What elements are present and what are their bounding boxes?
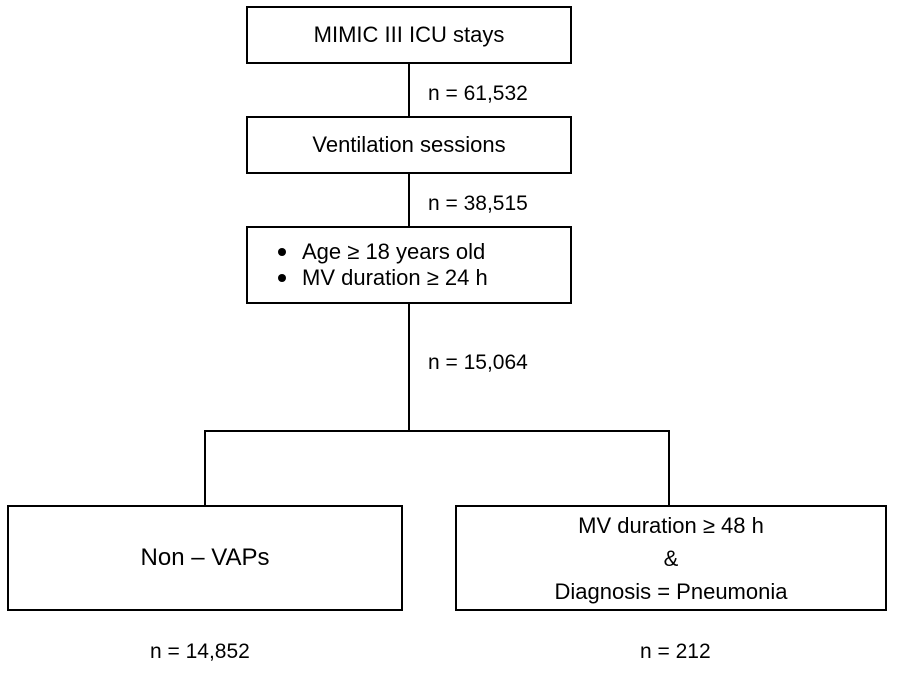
count-label-5-text: n = 212 — [640, 640, 711, 663]
connector-v2 — [408, 174, 410, 226]
connector-h1 — [204, 430, 670, 432]
criteria-item-mv: MV duration ≥ 24 h — [278, 265, 488, 291]
criteria-age-text: Age ≥ 18 years old — [302, 239, 485, 265]
count-label-4: n = 14,852 — [150, 640, 250, 664]
count-label-2: n = 38,515 — [428, 192, 528, 216]
flow-box-ventilation-text: Ventilation sessions — [312, 132, 505, 158]
flow-box-mimic: MIMIC III ICU stays — [246, 6, 572, 64]
flow-box-vap: MV duration ≥ 48 h & Diagnosis = Pneumon… — [455, 505, 887, 611]
count-label-2-text: n = 38,515 — [428, 192, 528, 215]
criteria-mv-text: MV duration ≥ 24 h — [302, 265, 488, 291]
count-label-5: n = 212 — [640, 640, 711, 664]
count-label-4-text: n = 14,852 — [150, 640, 250, 663]
criteria-item-age: Age ≥ 18 years old — [278, 239, 485, 265]
count-label-1: n = 61,532 — [428, 82, 528, 106]
vap-line-2: & — [664, 542, 679, 575]
connector-v4 — [204, 430, 206, 505]
connector-v3 — [408, 304, 410, 430]
flow-box-criteria: Age ≥ 18 years old MV duration ≥ 24 h — [246, 226, 572, 304]
flow-box-mimic-text: MIMIC III ICU stays — [314, 22, 505, 48]
count-label-3: n = 15,064 — [428, 351, 528, 375]
bullet-icon — [278, 248, 286, 256]
vap-line-1: MV duration ≥ 48 h — [578, 509, 764, 542]
count-label-3-text: n = 15,064 — [428, 351, 528, 374]
vap-line-3: Diagnosis = Pneumonia — [555, 575, 788, 608]
flow-box-nonvap-text: Non – VAPs — [141, 544, 270, 572]
connector-v5 — [668, 430, 670, 505]
bullet-icon — [278, 274, 286, 282]
connector-v1 — [408, 64, 410, 116]
flow-box-ventilation: Ventilation sessions — [246, 116, 572, 174]
count-label-1-text: n = 61,532 — [428, 82, 528, 105]
flow-box-nonvap: Non – VAPs — [7, 505, 403, 611]
